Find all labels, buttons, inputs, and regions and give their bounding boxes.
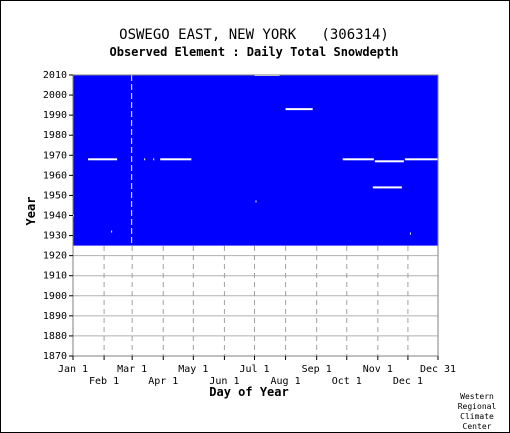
chart-title: OSWEGO EAST, NEW YORK (306314): [119, 27, 389, 43]
missing-data-segment: [160, 158, 192, 161]
y-tick-label: 1900: [43, 291, 67, 302]
y-tick-label: 1920: [43, 251, 67, 262]
y-tick-label: 1910: [43, 271, 67, 282]
credit-line: Western: [460, 392, 494, 401]
x-tick-label: Apr 1: [148, 376, 178, 387]
missing-data-segment: [342, 158, 374, 161]
x-tick-label: Mar 1: [117, 364, 147, 375]
x-tick-label: Oct 1: [332, 376, 362, 387]
y-tick-label: 1890: [43, 311, 67, 322]
x-tick-label: Jul 1: [239, 364, 269, 375]
missing-data-segment: [144, 158, 146, 161]
y-tick-label: 1970: [43, 150, 67, 161]
credit-line: Climate: [460, 412, 494, 421]
missing-data-segment: [374, 160, 404, 163]
missing-data-segment: [111, 230, 113, 233]
x-tick-label: Aug 1: [271, 376, 301, 387]
credit-line: Center: [463, 422, 492, 431]
x-tick-label: Jun 1: [209, 376, 239, 387]
y-tick-label: 1870: [43, 351, 67, 362]
x-axis-title: Day of Year: [209, 385, 288, 399]
missing-data-segment: [409, 232, 411, 235]
x-tick-label: Dec 1: [393, 376, 423, 387]
missing-data-segment: [255, 200, 257, 203]
missing-data-segment: [404, 158, 438, 161]
y-tick-label: 2000: [43, 90, 67, 101]
y-tick-label: 1990: [43, 110, 67, 121]
missing-data-segment: [73, 214, 75, 217]
y-tick-label: 1880: [43, 331, 67, 342]
x-tick-label: Feb 1: [89, 376, 119, 387]
y-axis-ticks: 1870 1880 1890 1900 1910 1920 1930 1940 1950 1960…: [43, 70, 73, 362]
data-coverage-block: [73, 75, 438, 246]
y-tick-label: 2010: [43, 70, 67, 81]
x-tick-label: Sep 1: [302, 364, 332, 375]
y-tick-label: 1950: [43, 190, 67, 201]
x-tick-label: Dec 31: [420, 364, 456, 375]
chart-subtitle: Observed Element : Daily Total Snowdepth: [110, 45, 399, 59]
y-axis-title: Year: [24, 197, 38, 226]
data-coverage: [73, 75, 438, 246]
x-tick-label: Nov 1: [363, 364, 393, 375]
x-axis-ticks: Jan 1 Mar 1 May 1 Jul 1 Sep 1 Nov 1 Dec 31 Feb …: [58, 356, 456, 387]
credit-line: Regional: [458, 402, 497, 411]
missing-data-segment: [285, 108, 313, 111]
missing-data-segment: [372, 186, 402, 189]
y-tick-label: 1980: [43, 130, 67, 141]
y-tick-label: 1940: [43, 211, 67, 222]
y-tick-label: 1930: [43, 231, 67, 242]
y-tick-label: 1960: [43, 170, 67, 181]
missing-data-segment: [153, 158, 155, 161]
missing-data-segment: [88, 158, 118, 161]
x-tick-label: May 1: [178, 364, 208, 375]
x-tick-label: Jan 1: [58, 364, 88, 375]
